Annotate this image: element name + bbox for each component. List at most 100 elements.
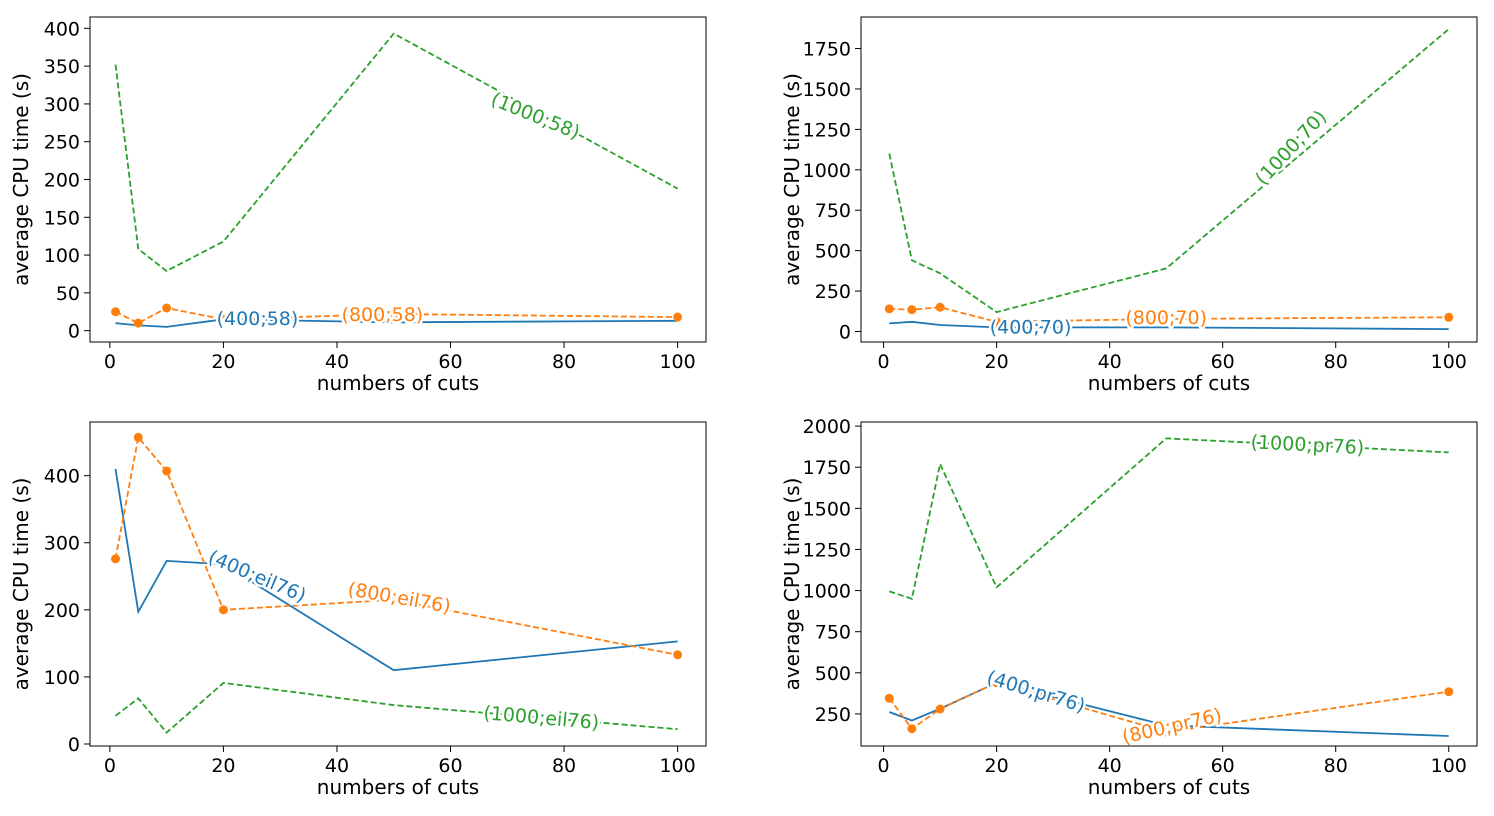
y-axis-label: average CPU time (s)	[780, 478, 804, 691]
x-tick-label: 60	[438, 351, 462, 373]
y-tick-label: 0	[839, 321, 851, 343]
data-point	[884, 693, 894, 703]
x-axis-label: numbers of cuts	[1088, 775, 1250, 799]
y-axis-label: average CPU time (s)	[780, 73, 804, 286]
x-tick-label: 100	[1431, 351, 1467, 373]
x-tick-label: 20	[211, 755, 235, 777]
chart-panel-2: 0 20 40 60 80 10002505007501000125015001750nu…	[780, 16, 1478, 395]
y-tick-label: 250	[44, 132, 80, 154]
x-tick-label: 20	[985, 755, 1009, 777]
series-line-3	[889, 437, 1449, 600]
data-point	[111, 307, 121, 317]
plot-frame	[89, 16, 707, 343]
x-tick-label: 60	[1211, 755, 1235, 777]
y-tick-label: 100	[44, 667, 80, 689]
y-tick-label: 1250	[803, 539, 851, 561]
series-label-3: (1000;eil76)	[483, 702, 600, 734]
series-line-1	[889, 320, 1449, 330]
x-tick-label: 40	[325, 351, 349, 373]
data-point	[133, 318, 143, 328]
x-tick-label: 40	[325, 755, 349, 777]
data-point	[907, 305, 917, 315]
x-tick-label: 40	[1098, 351, 1122, 373]
y-tick-label: 1000	[803, 160, 851, 182]
y-tick-label: 250	[815, 281, 851, 303]
series-label-1: (400;pr76)	[984, 666, 1088, 717]
data-point	[218, 314, 228, 324]
x-tick-label: 40	[1098, 755, 1122, 777]
y-tick-label: 1500	[803, 79, 851, 101]
x-axis-label: numbers of cuts	[1088, 371, 1250, 395]
y-tick-label: 750	[815, 622, 851, 644]
series-line-3	[114, 32, 679, 273]
x-tick-label: 100	[659, 351, 695, 373]
series-label-1: (400;58)	[217, 308, 299, 330]
y-tick-label: 100	[44, 245, 80, 267]
data-point	[218, 605, 228, 615]
data-point	[1444, 687, 1454, 697]
series-label-2: (800;58)	[342, 304, 424, 326]
chart-panel-4: 0 20 40 60 80 100 250 500 750 1000 1250 1500 1750 200…	[780, 416, 1478, 799]
series-line-3	[888, 28, 1450, 314]
data-point	[673, 650, 683, 660]
data-point	[133, 432, 143, 442]
y-tick-label: 0	[68, 734, 80, 756]
plot-frame	[860, 16, 1478, 343]
series-line-2	[888, 681, 1449, 733]
series-label-1: (400;eil76)	[205, 546, 309, 607]
y-tick-label: 0	[68, 321, 80, 343]
y-tick-label: 400	[44, 18, 80, 40]
series-label-3: (1000;70)	[1251, 106, 1331, 190]
x-tick-label: 60	[438, 755, 462, 777]
data-point	[111, 554, 121, 564]
series-line-1	[114, 468, 678, 672]
data-point	[884, 304, 894, 314]
y-tick-label: 200	[44, 170, 80, 192]
data-point	[992, 317, 1002, 327]
x-tick-label: 80	[1324, 351, 1348, 373]
x-axis-label: numbers of cuts	[317, 371, 479, 395]
y-tick-label: 300	[44, 533, 80, 555]
data-point	[992, 678, 1002, 688]
data-point	[162, 303, 172, 313]
y-tick-label: 350	[44, 56, 80, 78]
x-tick-label: 80	[552, 351, 576, 373]
data-point	[673, 312, 683, 322]
chart-panel-3: 0 20 40 60 80 100 0 100 200 300 400 numbers of cuts…	[9, 421, 707, 799]
series-line-2	[114, 435, 678, 656]
x-tick-label: 0	[104, 755, 116, 777]
data-point	[907, 724, 917, 734]
series-label-2: (800;70)	[1125, 307, 1207, 329]
y-tick-label: 400	[44, 466, 80, 488]
x-tick-label: 80	[1324, 755, 1348, 777]
y-tick-label: 1750	[803, 457, 851, 479]
y-tick-label: 500	[815, 241, 851, 263]
y-tick-label: 1750	[803, 39, 851, 61]
data-point	[935, 704, 945, 714]
series-line-3	[114, 681, 678, 734]
y-tick-label: 1000	[803, 581, 851, 603]
chart-panel-1: 0 20 40 60 80 100 0 50 100 150 200 250 300 350 400 numb…	[9, 16, 707, 395]
data-point	[1444, 312, 1454, 322]
series-label-2: (800;pr76)	[1120, 704, 1224, 748]
x-tick-label: 0	[878, 351, 890, 373]
data-point	[935, 302, 945, 312]
y-tick-label: 250	[815, 704, 851, 726]
series-label-3: (1000;pr76)	[1250, 431, 1365, 459]
y-axis-label: average CPU time (s)	[9, 73, 33, 286]
data-point	[389, 595, 399, 605]
y-tick-label: 750	[815, 200, 851, 222]
x-tick-label: 100	[1431, 755, 1467, 777]
series-label-2: (800;eil76)	[346, 578, 452, 618]
x-axis-label: numbers of cuts	[317, 775, 479, 799]
y-tick-label: 1500	[803, 498, 851, 520]
x-tick-label: 0	[104, 351, 116, 373]
x-tick-label: 0	[878, 755, 890, 777]
y-tick-label: 2000	[803, 416, 851, 438]
series-label-3: (1000;58)	[488, 88, 583, 144]
y-tick-label: 200	[44, 600, 80, 622]
plot-frame	[860, 421, 1478, 747]
series-label-1: (400;70)	[990, 317, 1072, 339]
data-point	[162, 466, 172, 476]
